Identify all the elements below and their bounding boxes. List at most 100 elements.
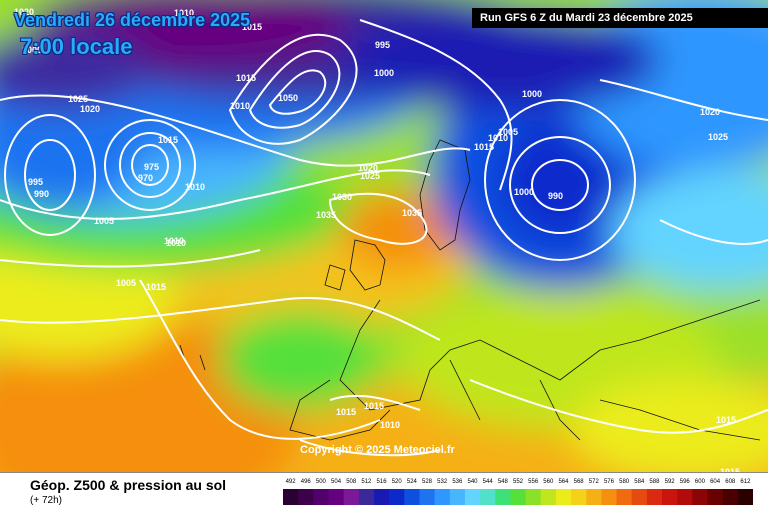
pressure-label: 1035 xyxy=(316,210,336,220)
legend-panel: Géop. Z500 & pression au sol (+ 72h) 492… xyxy=(0,472,768,512)
pressure-label: 1015 xyxy=(720,467,740,472)
colorbar-tick: 512 xyxy=(361,479,372,485)
colorbar-tick: 608 xyxy=(725,479,736,485)
pressure-label: 1000 xyxy=(522,89,542,99)
pressure-label: 1025 xyxy=(68,94,88,104)
colorbar-tick: 536 xyxy=(452,479,463,485)
colorbar xyxy=(283,489,753,505)
pressure-label: 1020 xyxy=(358,163,378,173)
colorbar-swatch xyxy=(586,489,602,505)
pressure-label: 1020 xyxy=(14,7,34,17)
pressure-label: 1030 xyxy=(332,192,352,202)
colorbar-swatch xyxy=(419,489,436,505)
colorbar-tick: 580 xyxy=(619,479,630,485)
colorbar-swatch xyxy=(434,489,451,505)
colorbar-tick: 612 xyxy=(740,479,751,485)
colorbar-tick: 504 xyxy=(331,479,342,485)
colorbar-swatch xyxy=(646,489,663,505)
isobars xyxy=(0,19,768,457)
colorbar-tick: 572 xyxy=(588,479,599,485)
colorbar-tick: 604 xyxy=(710,479,721,485)
colorbar-tick: 596 xyxy=(679,479,690,485)
pressure-label: 1050 xyxy=(278,93,298,103)
pressure-label: 1005 xyxy=(498,127,518,137)
pressure-label: 1015 xyxy=(474,142,494,152)
colorbar-tick: 548 xyxy=(497,479,508,485)
pressure-label: 1010 xyxy=(174,8,194,18)
colorbar-tick: 592 xyxy=(664,479,675,485)
pressure-label: 990 xyxy=(548,191,563,201)
pressure-label: 1025 xyxy=(360,171,380,181)
colorbar-tick: 540 xyxy=(467,479,478,485)
pressure-label: 1015 xyxy=(242,22,262,32)
colorbar-swatch xyxy=(373,489,390,505)
colorbar-swatch xyxy=(449,489,466,505)
colorbar-tick: 576 xyxy=(603,479,614,485)
colorbar-swatch xyxy=(343,489,360,505)
pressure-label: 1010 xyxy=(185,182,205,192)
colorbar-swatch xyxy=(404,489,420,505)
pressure-label: 1010 xyxy=(166,238,186,248)
colorbar-tick: 544 xyxy=(482,479,493,485)
pressure-label: 1000 xyxy=(374,68,394,78)
pressure-label: 1010 xyxy=(380,420,400,430)
colorbar-swatch xyxy=(707,489,724,505)
colorbar-swatch xyxy=(601,489,618,505)
colorbar-tick: 500 xyxy=(315,479,326,485)
colorbar-tick: 516 xyxy=(376,479,387,485)
colorbar-tick: 532 xyxy=(437,479,448,485)
colorbar-swatch xyxy=(540,489,557,505)
pressure-label: 1015 xyxy=(716,415,736,425)
colorbar-tick: 552 xyxy=(512,479,524,485)
pressure-label: 1005 xyxy=(116,278,136,288)
colorbar-tick: 508 xyxy=(346,479,357,485)
colorbar-tick: 492 xyxy=(285,479,296,485)
pressure-label: 995 xyxy=(28,177,43,187)
copyright-text: Copyright © 2025 Meteociel.fr xyxy=(300,444,455,456)
colorbar-tick: 588 xyxy=(649,479,660,485)
pressure-label: 990 xyxy=(34,189,49,199)
colorbar-swatch xyxy=(662,489,678,505)
pressure-label: 1010 xyxy=(164,236,184,246)
colorbar-swatch xyxy=(464,489,481,505)
colorbar-swatch xyxy=(555,489,572,505)
colorbar-swatch xyxy=(283,489,299,505)
colorbar-tick: 496 xyxy=(300,479,311,485)
pressure-label: 1000 xyxy=(22,45,42,55)
colorbar-swatch xyxy=(571,489,587,505)
colorbar-tick: 584 xyxy=(634,479,645,485)
legend-title: Géop. Z500 & pression au sol xyxy=(30,477,227,493)
colorbar-swatch xyxy=(313,489,329,505)
pressure-label: 975 xyxy=(144,162,159,172)
colorbar-tick: 556 xyxy=(528,479,539,485)
coastlines xyxy=(179,139,761,441)
pressure-label: 970 xyxy=(138,173,153,183)
colorbar-swatch xyxy=(358,489,375,505)
colorbar-swatch xyxy=(631,489,648,505)
pressure-label: 1000 xyxy=(514,187,534,197)
colorbar-swatch xyxy=(525,489,542,505)
colorbar-swatch xyxy=(722,489,739,505)
pressure-label: 1010 xyxy=(230,101,250,111)
colorbar-tick: 520 xyxy=(391,479,402,485)
pressure-label: 1010 xyxy=(488,133,508,143)
colorbar-swatch xyxy=(480,489,496,505)
pressure-label: 995 xyxy=(375,40,390,50)
pressure-label: 1015 xyxy=(158,135,178,145)
pressure-label: 1020 xyxy=(80,104,100,114)
colorbar-swatch xyxy=(510,489,527,505)
colorbar-swatch xyxy=(298,489,314,505)
weather-map: 1020101010159951000100010251020101510101… xyxy=(0,0,768,472)
pressure-label: 1005 xyxy=(94,216,114,226)
pressure-label: 1035 xyxy=(402,208,422,218)
run-info: Run GFS 6 Z du Mardi 23 décembre 2025 xyxy=(472,8,768,28)
colorbar-swatch xyxy=(692,489,709,505)
colorbar-tick: 524 xyxy=(406,479,417,485)
colorbar-tick: 564 xyxy=(558,479,569,485)
pressure-label: 1020 xyxy=(700,107,720,117)
colorbar-swatch xyxy=(328,489,345,505)
geopotential-field xyxy=(0,0,768,472)
forecast-date: Vendredi 26 décembre 2025 xyxy=(14,10,251,30)
colorbar-tick: 560 xyxy=(543,479,554,485)
